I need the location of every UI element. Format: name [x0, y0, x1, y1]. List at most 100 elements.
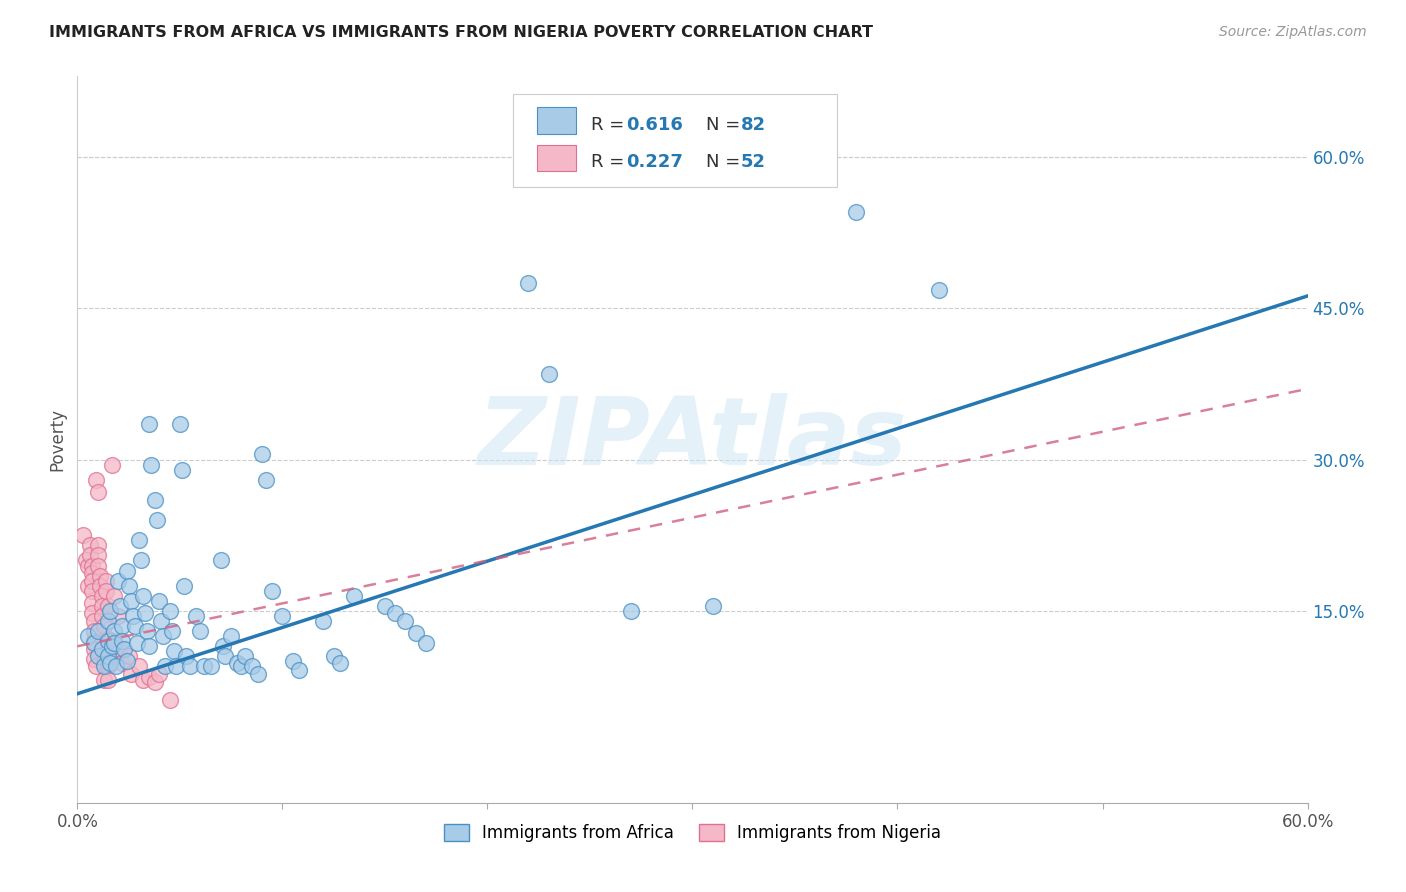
Point [83, 624, 105, 639]
Point [254, 473, 277, 487]
Point [231, 659, 253, 673]
Point [115, 655, 138, 669]
Point [83, 634, 105, 648]
Point [89, 579, 111, 593]
Point [262, 583, 284, 598]
Point [80, 606, 103, 620]
Point [155, 659, 177, 673]
Point [141, 458, 163, 472]
Point [159, 604, 181, 618]
Point [105, 649, 128, 664]
Point [219, 629, 242, 643]
Point [124, 619, 146, 633]
Point [117, 579, 139, 593]
Point [281, 655, 304, 669]
Point [138, 670, 160, 684]
Point [105, 659, 128, 673]
Point [288, 663, 311, 677]
Point [148, 666, 170, 681]
Point [322, 649, 344, 664]
Point [125, 636, 148, 650]
Point [115, 564, 138, 578]
Point [235, 649, 257, 664]
Point [94, 583, 117, 598]
Point [103, 624, 125, 639]
Text: 0.227: 0.227 [626, 153, 682, 171]
Point [271, 609, 294, 624]
Point [148, 594, 170, 608]
Point [97, 673, 120, 687]
Text: R =: R = [591, 116, 630, 134]
Point [84, 659, 107, 673]
Point [246, 666, 269, 681]
Point [83, 652, 105, 666]
Point [101, 640, 124, 654]
Point [165, 659, 187, 673]
Point [343, 589, 366, 603]
Point [97, 599, 120, 613]
Point [188, 624, 212, 639]
Point [200, 659, 222, 673]
Point [93, 657, 115, 671]
Point [226, 657, 249, 671]
Point [620, 604, 643, 618]
Point [93, 673, 115, 687]
Point [93, 659, 115, 673]
Point [138, 417, 160, 432]
Point [702, 599, 724, 613]
Point [110, 599, 132, 613]
Point [138, 640, 160, 654]
Point [98, 657, 121, 671]
Point [107, 574, 129, 588]
Point [173, 579, 195, 593]
Point [84, 473, 107, 487]
Legend: Immigrants from Africa, Immigrants from Nigeria: Immigrants from Africa, Immigrants from … [437, 817, 948, 849]
Point [152, 629, 174, 643]
Point [209, 553, 232, 567]
Point [80, 566, 103, 580]
Point [87, 538, 110, 552]
Point [111, 657, 134, 671]
Point [114, 642, 136, 657]
Point [174, 649, 197, 664]
Point [134, 606, 156, 620]
Y-axis label: Poverty: Poverty [48, 408, 66, 471]
Point [97, 632, 120, 647]
Point [94, 574, 117, 588]
Point [159, 693, 181, 707]
Text: N =: N = [706, 153, 745, 171]
Point [128, 533, 150, 548]
Point [121, 609, 143, 624]
Point [132, 673, 155, 687]
Point [111, 619, 134, 633]
Point [120, 666, 142, 681]
Point [845, 205, 868, 219]
Point [83, 636, 105, 650]
Text: ZIPAtlas: ZIPAtlas [478, 393, 907, 485]
Text: 82: 82 [741, 116, 766, 134]
Point [146, 513, 169, 527]
Point [240, 659, 263, 673]
Point [136, 624, 159, 639]
Point [537, 367, 560, 381]
Point [90, 609, 114, 624]
Point [75, 553, 97, 567]
Point [76, 558, 98, 573]
Text: 52: 52 [741, 153, 766, 171]
Point [89, 568, 111, 582]
Point [87, 549, 110, 563]
Text: Source: ZipAtlas.com: Source: ZipAtlas.com [1219, 25, 1367, 39]
Point [76, 629, 98, 643]
Point [79, 549, 101, 563]
Point [80, 596, 103, 610]
Point [90, 599, 114, 613]
Point [128, 659, 150, 673]
Point [129, 553, 152, 567]
Point [405, 626, 427, 640]
Point [170, 462, 193, 476]
Point [87, 558, 110, 573]
Point [186, 609, 208, 624]
Point [80, 583, 103, 598]
Text: IMMIGRANTS FROM AFRICA VS IMMIGRANTS FROM NIGERIA POVERTY CORRELATION CHART: IMMIGRANTS FROM AFRICA VS IMMIGRANTS FRO… [49, 25, 873, 40]
Point [132, 589, 155, 603]
